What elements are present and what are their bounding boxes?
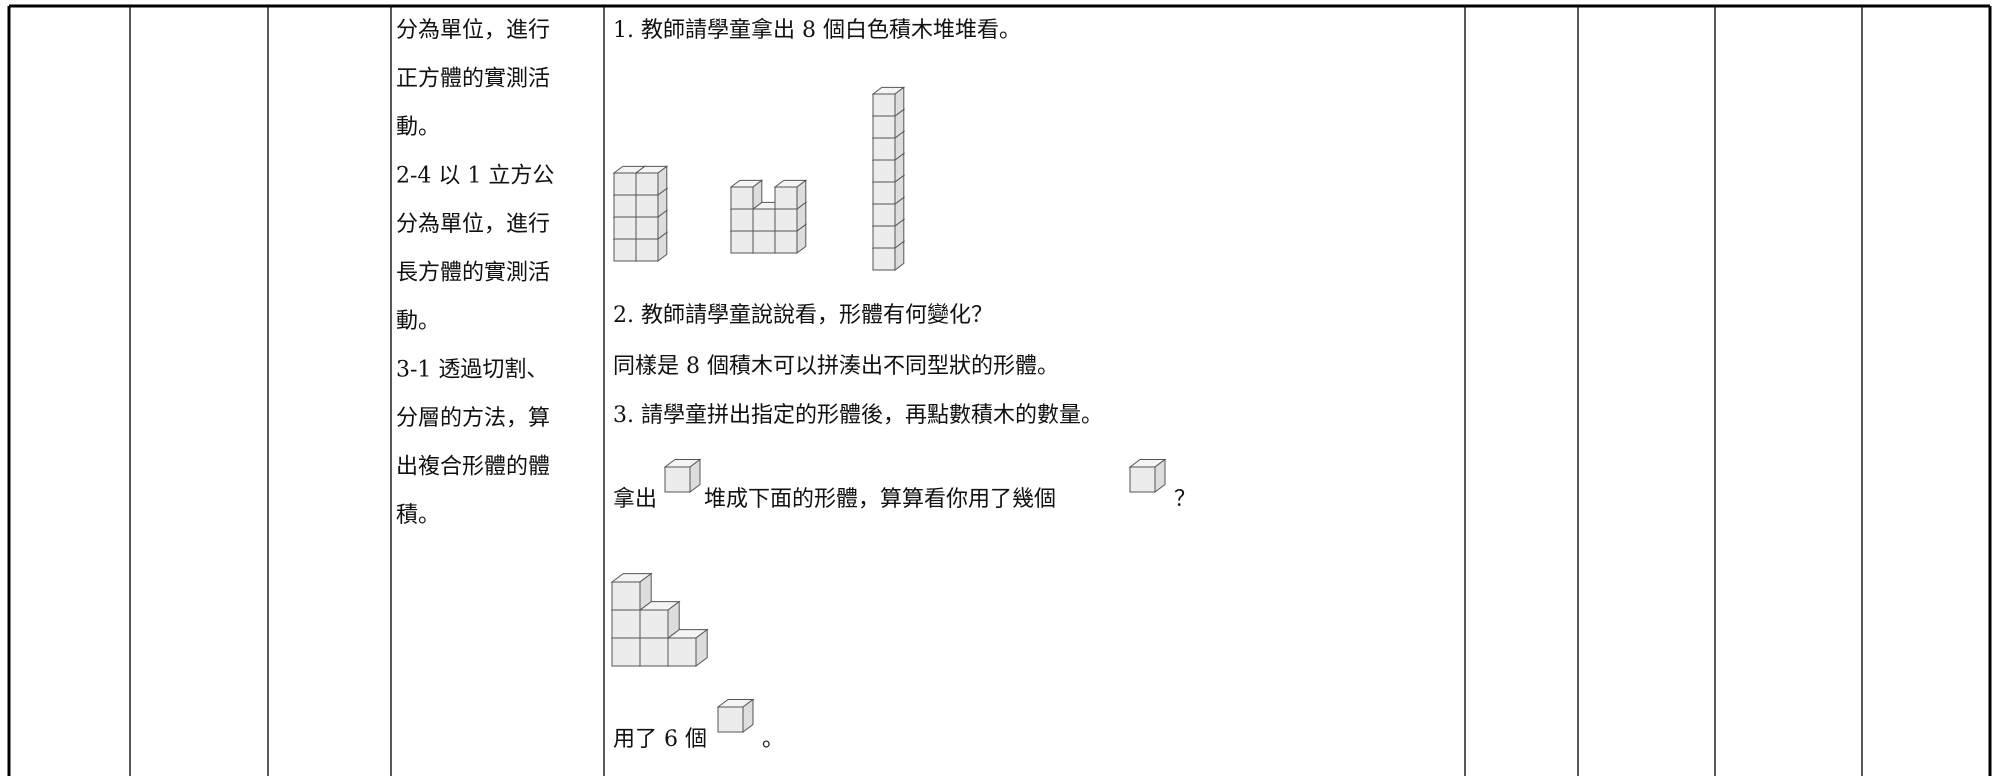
objective-line: 出複合形體的體 [396,455,550,480]
cube-face [664,466,691,493]
objective-line: 長方體的實測活 [396,261,550,286]
cube-face [730,208,754,232]
objective-line: 分層的方法，算 [396,406,550,431]
prompt-text: 拿出 [613,486,657,512]
cube-face [774,208,798,232]
cube-face [872,93,896,117]
cube-face [752,230,776,254]
cube-face [611,637,641,667]
cube-face [872,159,896,183]
cube-face [635,216,659,240]
cube-face [1129,466,1156,493]
answer-text: 用了 6 個 [613,727,707,752]
objective-line: 分為單位，進行 [396,18,550,43]
step-text: 2. 教師請學童說說看，形體有何變化？ [613,303,993,328]
cube-face [613,216,637,240]
cube-face [613,194,637,218]
cube-face [611,581,641,611]
step-text: 1. 教師請學童拿出 8 個白色積木堆堆看。 [613,17,1021,43]
cube-face [613,172,637,196]
cube-face [730,230,754,254]
objective-line: 3-1 透過切割、 [396,358,548,383]
step-text: 3. 請學童拼出指定的形體後，再點數積木的數量。 [613,403,1103,428]
objective-line: 正方體的實測活 [396,67,550,92]
cube-face [667,637,697,667]
cube-face [752,208,776,232]
cube-face [613,238,637,262]
objective-line: 2-4 以 1 立方公 [396,164,554,189]
cube-drawings [610,86,1167,733]
cube-face [872,115,896,139]
cube-face [730,186,754,210]
cube-face [611,609,641,639]
cube-face [639,609,669,639]
objective-line: 積。 [396,503,440,528]
cube-face [635,238,659,262]
prompt-text: 堆成下面的形體，算算看你用了幾個 [704,487,1056,512]
answer-text: 。 [762,727,784,752]
objective-line: 動。 [396,309,440,334]
cube-face [774,186,798,210]
cube-face [635,172,659,196]
objective-line: 分為單位，進行 [396,212,550,237]
prompt-text: ？ [1174,487,1196,512]
cube-face [717,706,744,733]
cube-face [774,230,798,254]
cube-face [639,637,669,667]
cube-face [872,137,896,161]
cube-face [872,247,896,271]
objective-line: 動。 [396,115,440,140]
cube-face [872,181,896,205]
cube-face [635,194,659,218]
cube-face [872,225,896,249]
cube-face [872,203,896,227]
step-text: 同樣是 8 個積木可以拼湊出不同型狀的形體。 [613,354,1059,379]
